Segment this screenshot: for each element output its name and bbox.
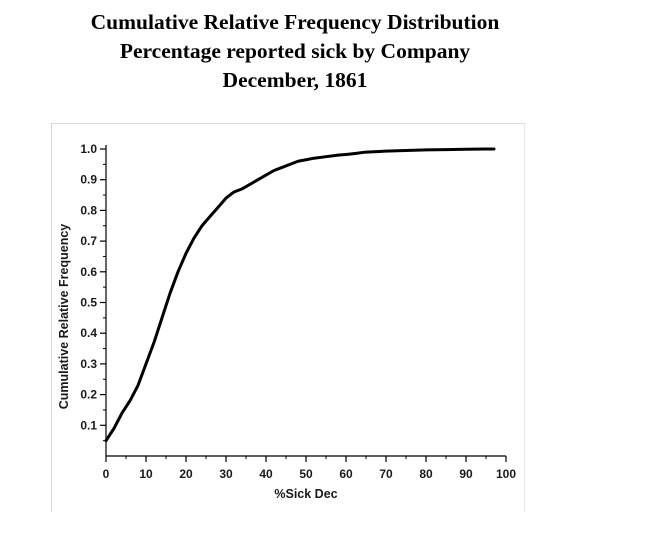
data-point bbox=[104, 439, 108, 442]
chart-frame bbox=[51, 123, 525, 512]
y-tick-label: 0.2 bbox=[80, 388, 97, 402]
data-point bbox=[384, 149, 388, 153]
x-tick-label: 60 bbox=[339, 467, 353, 481]
x-tick-label: 90 bbox=[459, 467, 473, 481]
data-point bbox=[312, 157, 316, 160]
data-point bbox=[464, 148, 468, 151]
data-point bbox=[136, 384, 140, 387]
chart-title: Cumulative Relative Frequency Distributi… bbox=[90, 10, 500, 34]
y-tick-label: 0.8 bbox=[80, 203, 97, 217]
x-axis-label: %Sick Dec bbox=[274, 487, 337, 501]
x-tick-label: 20 bbox=[179, 467, 193, 481]
x-tick-label: 50 bbox=[299, 467, 313, 481]
data-point bbox=[484, 147, 488, 151]
data-point bbox=[444, 148, 448, 151]
data-point bbox=[240, 187, 244, 191]
data-point bbox=[352, 152, 356, 155]
data-point bbox=[492, 147, 496, 151]
data-point bbox=[152, 341, 156, 344]
y-tick-label: 0.1 bbox=[80, 418, 97, 432]
y-tick-label: 0.5 bbox=[80, 296, 97, 310]
x-tick-label: 0 bbox=[103, 467, 110, 481]
data-point bbox=[296, 160, 300, 163]
data-point bbox=[280, 166, 284, 169]
data-point bbox=[120, 411, 124, 415]
chart-title-block: Cumulative Relative Frequency Distributi… bbox=[0, 8, 590, 95]
data-point bbox=[272, 169, 276, 172]
x-tick-label: 70 bbox=[379, 467, 393, 481]
data-point bbox=[264, 173, 268, 177]
data-point bbox=[324, 155, 328, 158]
y-tick-label: 0.7 bbox=[80, 234, 97, 248]
chart-date: December, 1861 bbox=[222, 68, 368, 92]
y-axis-label: Cumulative Relative Frequency bbox=[57, 224, 71, 410]
y-tick-label: 1.0 bbox=[80, 142, 97, 156]
data-point bbox=[160, 316, 164, 320]
y-tick-label: 0.4 bbox=[80, 326, 97, 340]
data-point bbox=[304, 158, 308, 161]
y-tick-label: 0.3 bbox=[80, 357, 97, 371]
x-tick-label: 30 bbox=[219, 467, 233, 481]
data-point bbox=[344, 153, 348, 156]
data-point bbox=[224, 196, 228, 200]
chart-subtitle: Percentage reported sick by Company bbox=[119, 39, 471, 63]
data-point bbox=[364, 150, 368, 154]
data-point bbox=[404, 149, 408, 152]
data-point bbox=[112, 427, 116, 430]
data-point bbox=[200, 224, 204, 227]
data-point bbox=[208, 215, 212, 218]
data-point bbox=[256, 178, 260, 181]
x-tick-label: 10 bbox=[139, 467, 153, 481]
y-axis-ticks: 0.1 0.2 0.3 0.4 0.5 0.6 0.7 0.8 0.9 1.0 bbox=[80, 142, 106, 442]
data-point bbox=[192, 236, 196, 240]
y-tick-label: 0.6 bbox=[80, 265, 97, 279]
data-point bbox=[288, 163, 292, 166]
data-point bbox=[232, 190, 236, 194]
data-point bbox=[216, 206, 220, 209]
x-axis-ticks: 0 10 20 30 40 50 60 70 80 90 100 bbox=[103, 456, 516, 481]
data-point bbox=[144, 362, 148, 366]
chart-axes bbox=[105, 145, 506, 457]
data-point bbox=[168, 292, 172, 295]
x-tick-label: 100 bbox=[496, 467, 516, 481]
cumulative-frequency-line bbox=[104, 147, 496, 443]
x-tick-label: 80 bbox=[419, 467, 433, 481]
data-point bbox=[128, 399, 132, 402]
data-point bbox=[424, 148, 428, 152]
y-tick-label: 0.9 bbox=[80, 173, 97, 187]
data-point bbox=[176, 270, 180, 273]
data-point bbox=[184, 252, 188, 255]
plot-area bbox=[104, 147, 496, 443]
x-tick-label: 40 bbox=[259, 467, 273, 481]
data-point bbox=[336, 153, 340, 157]
data-point bbox=[248, 183, 252, 186]
